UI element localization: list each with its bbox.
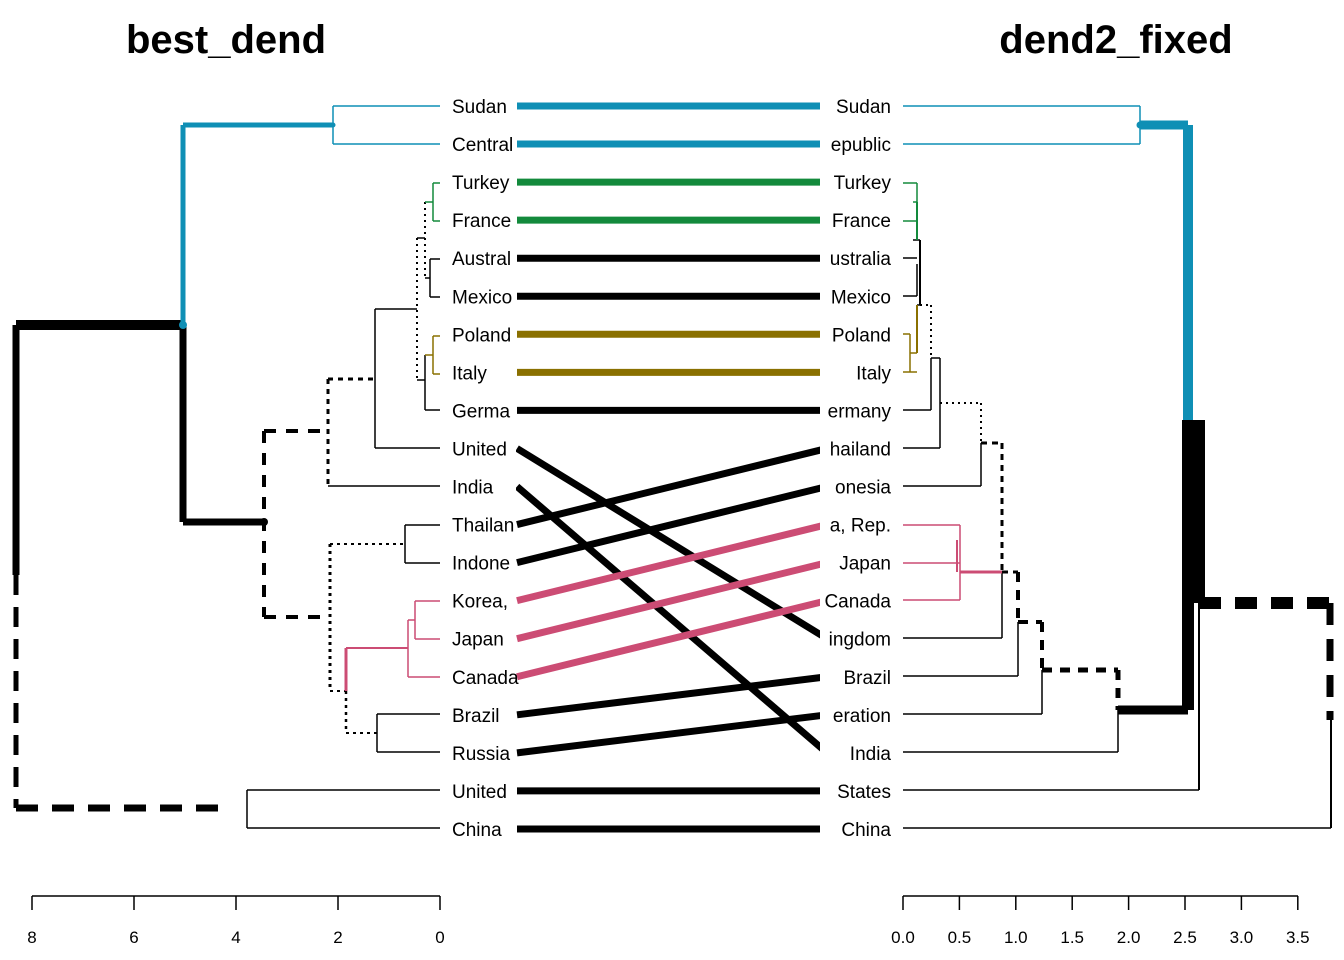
left-leaf-label: Mexico — [452, 287, 512, 308]
connection-line — [516, 711, 828, 757]
right-leaf-label: China — [841, 820, 891, 841]
right-leaf-label: a, Rep. — [830, 516, 891, 537]
right-axis: 0.0 0.5 1.0 1.5 2.0 2.5 3.0 3.5 — [891, 895, 1310, 947]
left-axis-tick-label: 4 — [231, 928, 240, 947]
left-leaf-label: Russia — [452, 744, 511, 765]
left-leaf-label: Central — [452, 135, 513, 156]
left-leaf-label: France — [452, 211, 511, 232]
right-axis-tick-label: 1.0 — [1004, 928, 1028, 947]
left-axis-tick-label: 2 — [333, 928, 342, 947]
connection-line — [516, 597, 828, 681]
left-leaf-label: Brazil — [452, 706, 500, 727]
connection-line — [516, 559, 828, 643]
left-leaf-label: Indone — [452, 554, 510, 575]
right-leaf-label: Turkey — [834, 173, 892, 194]
left-axis-tick-label: 6 — [129, 928, 138, 947]
right-leaf-label: hailand — [830, 439, 891, 460]
right-axis-tick-label: 1.5 — [1060, 928, 1084, 947]
left-leaf-label: Japan — [452, 630, 504, 651]
right-leaf-label: Sudan — [836, 97, 891, 118]
left-leaf-label: Austral — [452, 249, 511, 270]
connection-line — [515, 445, 829, 642]
right-leaf-label: onesia — [835, 478, 891, 499]
right-leaf-label: Japan — [839, 554, 891, 575]
left-leaf-labels: Sudan Central Turkey France Austral Mexico Pol… — [448, 92, 519, 843]
right-leaf-label: States — [837, 782, 891, 803]
right-leaf-label: France — [832, 211, 891, 232]
right-axis-tick-label: 0.0 — [891, 928, 915, 947]
left-axis: 8 6 4 2 0 — [27, 895, 445, 947]
right-leaf-label: Italy — [856, 363, 891, 384]
left-leaf-label: United — [452, 782, 507, 803]
right-leaf-label: epublic — [831, 135, 891, 156]
left-leaf-label: Italy — [452, 363, 487, 384]
right-leaf-labels: Sudan epublic Turkey France ustralia Mexico Po… — [820, 92, 896, 843]
right-dendrogram — [903, 105, 1334, 829]
right-leaf-label: Poland — [832, 325, 891, 346]
left-leaf-label: Thailan — [452, 516, 514, 537]
right-leaf-label: ustralia — [830, 249, 892, 270]
connection-line — [514, 483, 830, 756]
connection-line — [516, 445, 828, 528]
right-leaf-label: India — [850, 744, 892, 765]
right-axis-tick-label: 0.5 — [948, 928, 972, 947]
left-axis-tick-label: 0 — [435, 928, 444, 947]
left-leaf-label: Germa — [452, 401, 511, 422]
right-axis-tick-label: 2.0 — [1117, 928, 1141, 947]
right-leaf-label: Canada — [824, 592, 891, 613]
connection-line — [516, 483, 828, 566]
left-axis-tick-label: 8 — [27, 928, 36, 947]
left-leaf-label: India — [452, 478, 494, 499]
right-leaf-label: ingdom — [829, 630, 891, 651]
right-leaf-label: Mexico — [831, 287, 891, 308]
right-leaf-label: ermany — [828, 401, 892, 422]
right-leaf-label: eration — [833, 706, 891, 727]
connection-lines — [514, 102, 830, 833]
right-leaf-label: Brazil — [843, 668, 891, 689]
left-leaf-label: Poland — [452, 325, 511, 346]
right-axis-tick-label: 3.0 — [1230, 928, 1254, 947]
left-dendrogram — [12, 105, 440, 829]
right-title: dend2_fixed — [999, 18, 1232, 62]
left-leaf-label: Sudan — [452, 97, 507, 118]
left-leaf-label: China — [452, 820, 502, 841]
right-axis-tick-label: 2.5 — [1173, 928, 1197, 947]
left-leaf-label: United — [452, 439, 507, 460]
left-title: best_dend — [126, 18, 326, 62]
connection-line — [516, 521, 828, 605]
left-leaf-label: Turkey — [452, 173, 510, 194]
right-axis-tick-label: 3.5 — [1286, 928, 1310, 947]
left-leaf-label: Korea, — [452, 592, 508, 613]
left-leaf-label: Canada — [452, 668, 519, 689]
connection-line — [516, 673, 828, 719]
